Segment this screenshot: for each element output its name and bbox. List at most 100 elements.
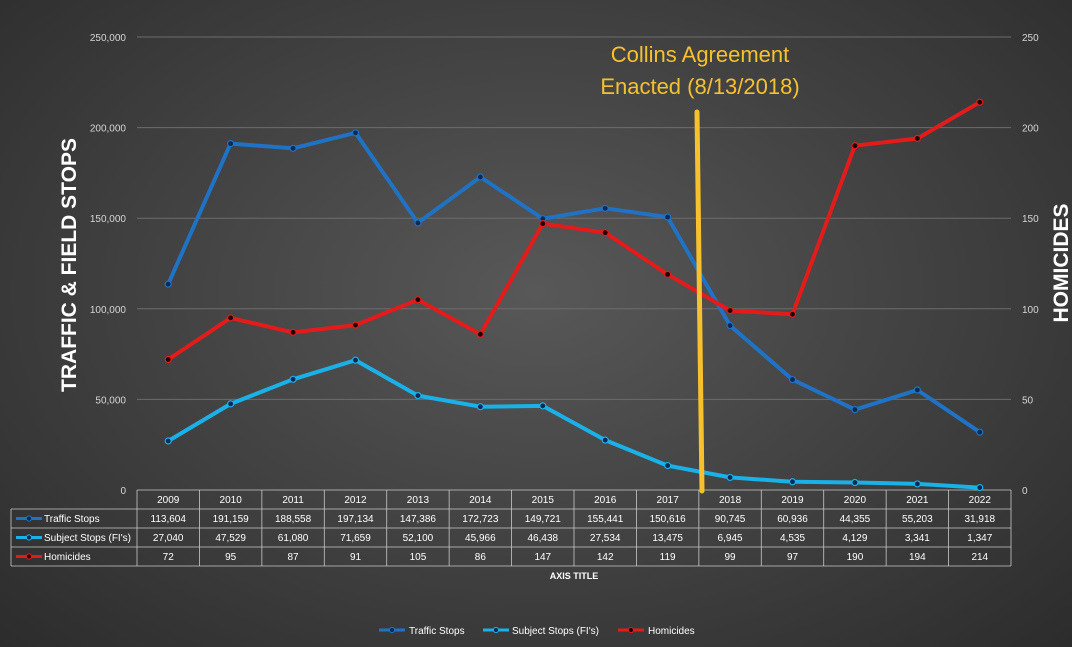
x-tick-label: 2010: [220, 495, 243, 506]
data-point: [788, 478, 797, 486]
table-cell-value: 60,936: [777, 514, 808, 525]
table-cell-value: 188,558: [275, 514, 312, 525]
table-cell-value: 147,386: [400, 514, 437, 525]
table-cell-value: 119: [660, 552, 676, 563]
data-point: [476, 173, 484, 181]
data-point: [164, 280, 172, 288]
table-cell-value: 191,159: [213, 514, 250, 525]
table-cell-value: 31,918: [964, 514, 995, 525]
table-cell-value: 6,945: [718, 533, 743, 544]
series-line: [166, 130, 982, 435]
y-right-tick-label: 0: [1022, 486, 1028, 497]
data-point: [913, 134, 921, 143]
data-point: [539, 402, 547, 410]
data-point: [788, 375, 797, 384]
table-cell-value: 113,604: [151, 514, 187, 525]
plot-area: [164, 98, 984, 492]
legend: Traffic Stops Subject Stops (FI's) Homicid…: [379, 626, 695, 637]
data-point: [414, 391, 422, 400]
table-cell-value: 197,134: [337, 514, 374, 525]
table-cell-value: 27,040: [153, 533, 184, 544]
data-point: [601, 229, 609, 237]
table-cell-value: 46,438: [527, 533, 558, 544]
y-right-tick-label: 50: [1022, 395, 1034, 406]
table-cell-value: 1,347: [967, 533, 992, 544]
data-point: [726, 307, 734, 315]
x-tick-label: 2014: [469, 495, 492, 506]
data-point: [289, 144, 297, 152]
data-point: [601, 436, 609, 444]
table-cell-value: 91: [350, 552, 362, 563]
legend-key-marker: [627, 626, 635, 634]
table-legend-key-marker: [25, 534, 33, 541]
data-point: [164, 355, 172, 364]
table-legend-key-marker: [25, 553, 33, 560]
data-table: 2009 2010 2011 2012 2013 2014 2015 2016 2017 2018…: [10, 489, 1012, 567]
y-axis-left-title: TRAFFIC & FIELD STOPS: [58, 138, 81, 392]
y-axis-right-title: HOMICIDES: [1050, 203, 1072, 322]
data-point: [539, 220, 547, 228]
annotation: Collins Agreement Enacted (8/13/2018): [600, 42, 800, 494]
table-cell-value: 172,723: [462, 514, 499, 525]
data-point: [851, 142, 859, 150]
table-cell-value: 3,341: [905, 533, 930, 544]
table-row-label: Traffic Stops: [44, 514, 100, 525]
x-tick-label: 2018: [719, 495, 742, 506]
data-point: [726, 473, 734, 482]
data-point: [351, 129, 360, 137]
table-cell-value: 4,129: [842, 533, 867, 544]
table-cell-value: 44,355: [840, 514, 871, 525]
data-point: [164, 437, 172, 445]
table-cell-value: 47,529: [215, 533, 246, 544]
table-cell-value: 149,721: [525, 514, 562, 525]
data-point: [289, 328, 297, 336]
table-cell-value: 214: [971, 552, 988, 563]
data-point: [414, 219, 422, 227]
table-cell-value: 72: [163, 552, 175, 563]
y-left-tick-label: 50,000: [95, 395, 126, 406]
y-right-tick-label: 250: [1022, 33, 1039, 44]
annotation-line-1: Collins Agreement: [611, 42, 790, 67]
table-cell-value: 52,100: [403, 533, 434, 544]
data-point: [227, 140, 235, 148]
x-tick-label: 2009: [157, 495, 180, 506]
data-point: [476, 403, 484, 411]
data-point: [851, 478, 859, 487]
table-cell-value: 90,745: [715, 514, 746, 525]
table-row-label: Homicides: [44, 552, 91, 563]
collins-agreement-marker-line: [694, 109, 705, 494]
x-tick-label: 2022: [969, 495, 992, 506]
table-cell-value: 86: [475, 552, 487, 563]
data-point: [351, 321, 360, 329]
table-cell-value: 155,441: [587, 514, 624, 525]
table-cell-value: 190: [847, 552, 864, 563]
series-line: [166, 358, 982, 490]
data-point: [913, 386, 921, 394]
annotation-line-2: Enacted (8/13/2018): [600, 74, 799, 99]
data-point: [851, 406, 859, 414]
data-point: [976, 428, 984, 436]
data-point: [476, 330, 484, 338]
table-cell-value: 61,080: [278, 533, 309, 544]
x-tick-label: 2020: [844, 495, 867, 506]
x-tick-label: 2011: [282, 495, 304, 506]
x-tick-label: 2021: [906, 495, 929, 506]
y-left-tick-label: 150,000: [90, 214, 127, 225]
y-right-tick-label: 100: [1022, 305, 1039, 316]
x-tick-label: 2019: [781, 495, 804, 506]
data-point: [664, 213, 672, 221]
data-point: [664, 270, 672, 278]
y-left-tick-label: 100,000: [90, 305, 127, 316]
data-point: [913, 480, 921, 488]
table-row-label: Subject Stops (FI's): [44, 533, 131, 544]
table-cell-value: 99: [725, 552, 737, 563]
series-line: [166, 100, 982, 362]
legend-key-marker: [388, 626, 396, 634]
y-left-tick-label: 200,000: [90, 124, 127, 135]
data-point: [726, 321, 734, 330]
table-cell-value: 13,475: [652, 533, 683, 544]
data-point: [414, 296, 422, 304]
data-point: [976, 98, 984, 106]
x-axis-title: AXIS TITLE: [550, 571, 599, 581]
table-cell-value: 147: [534, 552, 551, 563]
